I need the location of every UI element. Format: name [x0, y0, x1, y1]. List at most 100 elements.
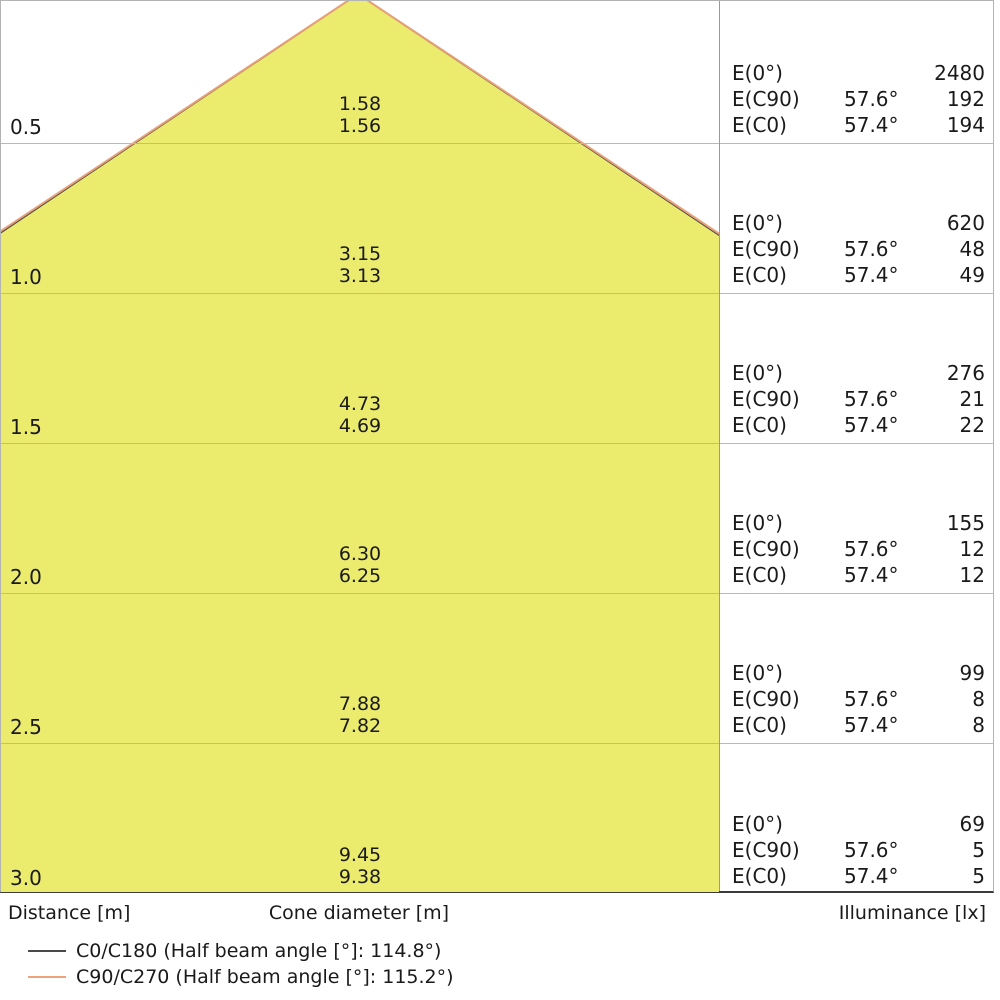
ec90-line: E(C90) 57.6° 192 [732, 86, 985, 112]
legend-label-c90-c270: C90/C270 (Half beam angle [°]: 115.2°) [76, 966, 454, 988]
ec90-line: E(C90) 57.6° 5 [732, 837, 985, 863]
distance-label: 1.0 [10, 265, 42, 289]
ec90-value: 8 [972, 687, 985, 711]
e0-label: E(0°) [732, 211, 783, 235]
e0-angle-empty [844, 660, 925, 686]
e0-value: 155 [946, 511, 985, 535]
cone-diameter-c90-value: 9.45 [338, 844, 382, 866]
distance-row: 2.0 6.30 6.25 E(0°) 155 E(C90) 57.6° 12 … [1, 444, 993, 594]
distance-label: 3.0 [10, 866, 42, 890]
ec0-value: 5 [972, 864, 985, 888]
ec90-label: E(C90) [732, 838, 800, 862]
cone-diameter-c90-value: 6.30 [338, 543, 382, 565]
cone-diameter-c90-value: 1.58 [338, 93, 382, 115]
axis-labels: Distance [m] Cone diameter [m] Illuminan… [0, 893, 994, 925]
cone-diameter-c90-value: 7.88 [338, 693, 382, 715]
ec0-value: 22 [959, 413, 985, 437]
ec0-label: E(C0) [732, 864, 787, 888]
legend-item-c0-c180: C0/C180 (Half beam angle [°]: 114.8°) [0, 938, 994, 964]
illuminance-block: E(0°) 276 E(C90) 57.6° 21 E(C0) 57.4° 22 [732, 360, 985, 438]
ec0-line: E(C0) 57.4° 49 [732, 262, 985, 288]
ec90-angle: 57.6° [844, 687, 899, 711]
ec0-line: E(C0) 57.4° 8 [732, 712, 985, 738]
ec0-angle: 57.4° [844, 563, 899, 587]
illuminance-block: E(0°) 69 E(C90) 57.6° 5 E(C0) 57.4° 5 [732, 811, 985, 889]
ec90-line: E(C90) 57.6° 12 [732, 536, 985, 562]
ec0-line: E(C0) 57.4° 22 [732, 412, 985, 438]
ec0-angle: 57.4° [844, 413, 899, 437]
illuminance-block: E(0°) 620 E(C90) 57.6° 48 E(C0) 57.4° 49 [732, 210, 985, 288]
distance-row: 0.5 1.58 1.56 E(0°) 2480 E(C90) 57.6° 19… [1, 1, 993, 144]
illuminance-block: E(0°) 2480 E(C90) 57.6° 192 E(C0) 57.4° … [732, 60, 985, 138]
cone-diameter-values: 6.30 6.25 [1, 543, 719, 587]
cone-diameter-c0-value: 4.69 [338, 415, 382, 437]
e0-value: 620 [946, 211, 985, 235]
e0-value: 2480 [934, 61, 985, 85]
ec90-angle: 57.6° [844, 838, 899, 862]
ec0-angle: 57.4° [844, 113, 899, 137]
e0-line: E(0°) 2480 [732, 60, 985, 86]
cone-diameter-c90-value: 4.73 [338, 393, 382, 415]
e0-value: 99 [959, 661, 985, 685]
cone-diameter-values: 7.88 7.82 [1, 693, 719, 737]
e0-line: E(0°) 620 [732, 210, 985, 236]
distance-row: 1.5 4.73 4.69 E(0°) 276 E(C90) 57.6° 21 … [1, 294, 993, 444]
cone-fill-area [1, 1, 719, 892]
ec90-value: 192 [946, 87, 985, 111]
e0-label: E(0°) [732, 511, 783, 535]
ec0-angle: 57.4° [844, 713, 899, 737]
cone-diameter-values: 1.58 1.56 [1, 93, 719, 137]
illuminance-block: E(0°) 155 E(C90) 57.6° 12 E(C0) 57.4° 12 [732, 510, 985, 588]
ec0-line: E(C0) 57.4° 194 [732, 112, 985, 138]
cone-diameter-c0-value: 9.38 [338, 866, 382, 888]
cone-diameter-values: 9.45 9.38 [1, 844, 719, 888]
ec90-value: 5 [972, 838, 985, 862]
light-cone-shape [1, 1, 719, 892]
e0-angle-empty [844, 510, 925, 536]
cone-diameter-values: 4.73 4.69 [1, 393, 719, 437]
e0-angle-empty [844, 210, 925, 236]
e0-angle-empty [844, 811, 925, 837]
e0-angle-empty [844, 60, 925, 86]
c90-c270-line-swatch [28, 976, 66, 978]
illuminance-axis-label: Illuminance [lx] [838, 902, 986, 924]
ec90-label: E(C90) [732, 387, 800, 411]
cone-diameter-c90-value: 3.15 [338, 243, 382, 265]
e0-label: E(0°) [732, 812, 783, 836]
distance-row: 1.0 3.15 3.13 E(0°) 620 E(C90) 57.6° 48 … [1, 144, 993, 294]
ec0-line: E(C0) 57.4° 12 [732, 562, 985, 588]
cone-diameter-values: 3.15 3.13 [1, 243, 719, 287]
e0-line: E(0°) 69 [732, 811, 985, 837]
ec0-label: E(C0) [732, 263, 787, 287]
distance-label: 2.5 [10, 715, 42, 739]
ec90-label: E(C90) [732, 687, 800, 711]
legend-item-c90-c270: C90/C270 (Half beam angle [°]: 115.2°) [0, 964, 994, 990]
ec90-label: E(C90) [732, 537, 800, 561]
ec0-value: 8 [972, 713, 985, 737]
ec0-value: 49 [959, 263, 985, 287]
e0-label: E(0°) [732, 661, 783, 685]
ec0-value: 12 [959, 563, 985, 587]
e0-label: E(0°) [732, 361, 783, 385]
ec90-value: 48 [959, 237, 985, 261]
ec90-angle: 57.6° [844, 87, 899, 111]
distance-rows: 0.5 1.58 1.56 E(0°) 2480 E(C90) 57.6° 19… [1, 1, 993, 894]
cone-diameter-axis-label: Cone diameter [m] [268, 902, 450, 924]
legend-label-c0-c180: C0/C180 (Half beam angle [°]: 114.8°) [76, 940, 442, 962]
distance-label: 2.0 [10, 565, 42, 589]
ec0-label: E(C0) [732, 113, 787, 137]
ec90-angle: 57.6° [844, 387, 899, 411]
e0-value: 276 [946, 361, 985, 385]
column-divider [719, 1, 720, 891]
distance-label: 0.5 [10, 115, 42, 139]
ec0-angle: 57.4° [844, 864, 899, 888]
illuminance-block: E(0°) 99 E(C90) 57.6° 8 E(C0) 57.4° 8 [732, 660, 985, 738]
ec0-value: 194 [946, 113, 985, 137]
cone-diagram-chart: 0.5 1.58 1.56 E(0°) 2480 E(C90) 57.6° 19… [0, 0, 994, 893]
e0-value: 69 [959, 812, 985, 836]
ec90-line: E(C90) 57.6° 48 [732, 236, 985, 262]
e0-angle-empty [844, 360, 925, 386]
c0-c180-line-swatch [28, 950, 66, 952]
ec90-label: E(C90) [732, 237, 800, 261]
